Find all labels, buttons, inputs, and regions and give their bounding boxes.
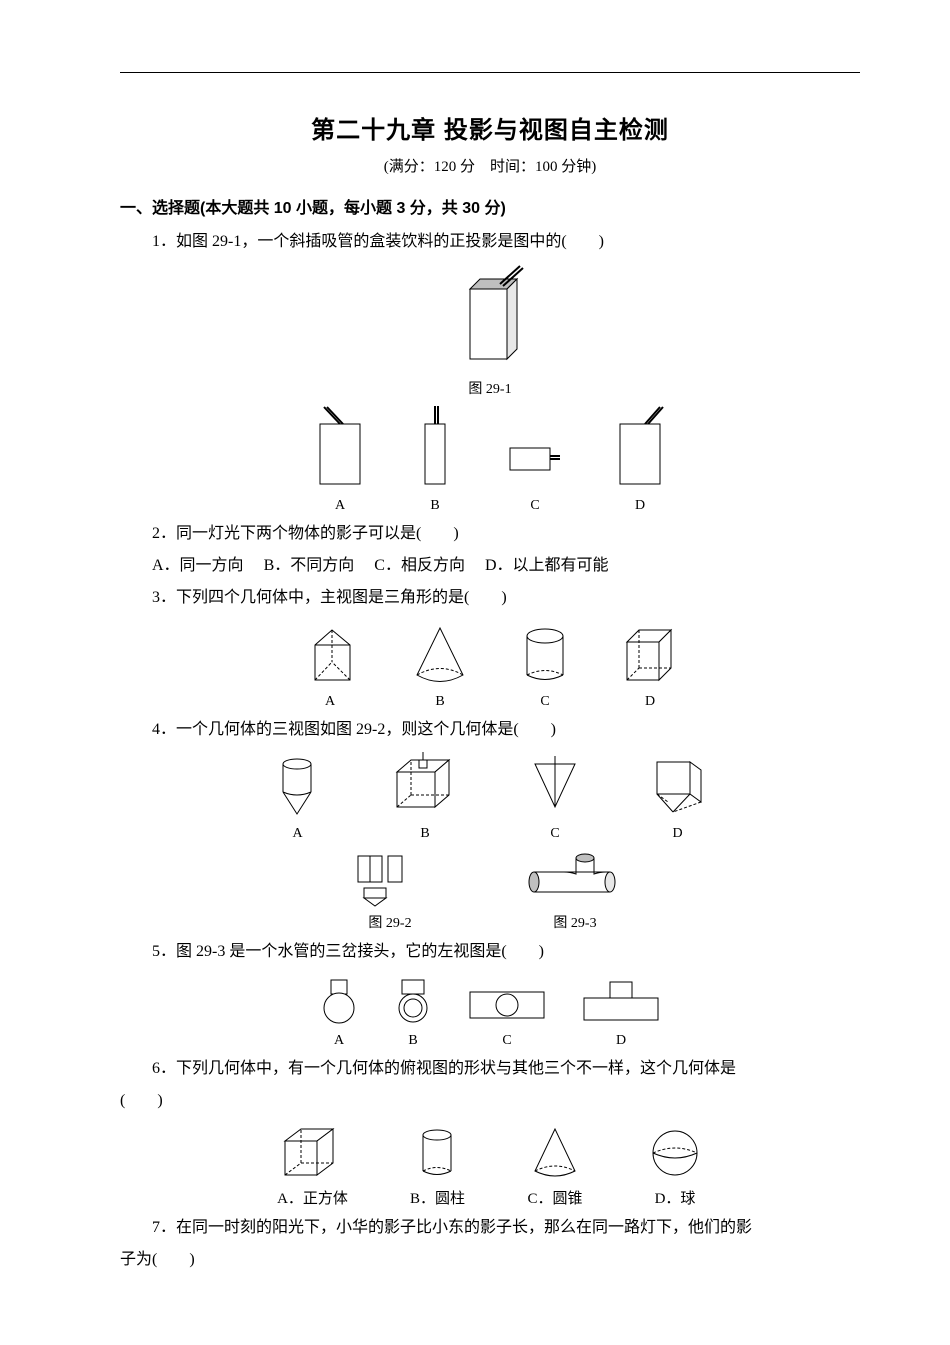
question-7-line1: 7．在同一时刻的阳光下，小华的影子比小东的影子长，那么在同一路灯下，他们的影 — [120, 1212, 860, 1244]
q3-options-row: A B C — [120, 620, 860, 710]
q4-opt-d-label: D — [672, 826, 682, 842]
q6-cone-icon — [525, 1123, 585, 1183]
q2-opt-b: B．不同方向 — [264, 557, 355, 574]
q6-cube-icon — [275, 1123, 350, 1183]
q1-caption: 图 29-1 — [468, 378, 511, 398]
q4-options-row: A B C — [120, 752, 860, 842]
question-4: 4．一个几何体的三视图如图 29-2，则这个几何体是( ) — [120, 714, 860, 746]
q2-opt-d: D．以上都有可能 — [485, 557, 609, 574]
q6-opt-a-label: A．正方体 — [277, 1187, 348, 1208]
q5-opt-c-icon — [462, 974, 552, 1029]
q4-opt-a-label: A — [292, 826, 302, 842]
q1-opt-b-label: B — [430, 498, 439, 514]
q5-opt-a-label: A — [334, 1033, 344, 1049]
q4-opt-b-label: B — [420, 826, 429, 842]
q4-opt-b-icon — [385, 752, 465, 822]
q5-opt-d-label: D — [616, 1033, 626, 1049]
q3-cylinder-icon — [515, 620, 575, 690]
q4-opt-c-labelustr: C — [550, 826, 559, 842]
q4-reference-figs: 图 29-2 图 29-3 — [120, 848, 860, 932]
q5-opt-b-label: B — [408, 1033, 417, 1049]
q6-cylinder-icon — [412, 1123, 462, 1183]
q6-opt-c-label: C．圆锥 — [527, 1187, 582, 1208]
q1-opt-c-label: C — [530, 498, 539, 514]
q4-opt-d-icon — [645, 752, 710, 822]
q1-opt-a-icon — [310, 404, 370, 494]
q5-opt-c-label: C — [502, 1033, 511, 1049]
q2-options: A．同一方向 B．不同方向 C．相反方向 D．以上都有可能 — [120, 550, 860, 582]
q2-opt-c: C．相反方向 — [374, 557, 465, 574]
q6-opt-d-label: D．球 — [655, 1187, 696, 1208]
fig-29-2-caption: 图 29-2 — [368, 912, 411, 932]
exam-meta: (满分：120 分 时间：100 分钟) — [120, 155, 860, 176]
q1-opt-c-icon — [500, 404, 570, 494]
q1-opt-a-label: A — [335, 498, 345, 514]
question-6: 6．下列几何体中，有一个几何体的俯视图的形状与其他三个不一样，这个几何体是 — [120, 1053, 860, 1085]
fig-29-3-caption: 图 29-3 — [553, 912, 596, 932]
q6-options-row: A．正方体 B．圆柱 C．圆锥 D．球 — [120, 1123, 860, 1208]
chapter-title: 第二十九章 投影与视图自主检测 — [120, 110, 860, 145]
q3-opt-b-label: B — [435, 694, 444, 710]
top-rule — [120, 72, 860, 73]
section-1-heading: 一、选择题(本大题共 10 小题，每小题 3 分，共 30 分) — [120, 194, 860, 218]
q6-opt-b-label: B．圆柱 — [410, 1187, 465, 1208]
question-7-line2: 子为( ) — [120, 1244, 860, 1276]
q5-opt-b-icon — [388, 974, 438, 1029]
q5-opt-a-icon — [314, 974, 364, 1029]
q3-prism-icon — [295, 620, 365, 690]
q1-opt-b-icon — [410, 404, 460, 494]
fig-29-2-icon — [350, 848, 430, 908]
q5-options-row: A B C D — [120, 974, 860, 1049]
question-5: 5．图 29-3 是一个水管的三岔接头，它的左视图是( ) — [120, 936, 860, 968]
page: 第二十九章 投影与视图自主检测 (满分：120 分 时间：100 分钟) 一、选… — [0, 0, 950, 1316]
question-3: 3．下列四个几何体中，主视图是三角形的是( ) — [120, 582, 860, 614]
q1-opt-d-icon — [610, 404, 670, 494]
q1-options-row: A B C D — [120, 404, 860, 514]
question-1: 1．如图 29-1，一个斜插吸管的盒装饮料的正投影是图中的( ) — [120, 226, 860, 258]
drink-box-icon — [445, 264, 535, 374]
fig-29-3-icon — [520, 848, 630, 908]
q3-cone-icon — [405, 620, 475, 690]
q4-opt-c-icon — [525, 752, 585, 822]
q2-opt-a: A．同一方向 — [152, 557, 244, 574]
q3-cuboid-icon — [615, 620, 685, 690]
q4-opt-a-icon — [270, 752, 325, 822]
question-2: 2．同一灯光下两个物体的影子可以是( ) — [120, 518, 860, 550]
q6-sphere-icon — [645, 1123, 705, 1183]
q5-opt-d-icon — [576, 974, 666, 1029]
q1-main-figure: 图 29-1 — [120, 264, 860, 398]
q1-opt-d-label: D — [635, 498, 645, 514]
question-6-blank: ( ) — [120, 1085, 860, 1117]
q3-opt-a-label: A — [325, 694, 335, 710]
q3-opt-d-label: D — [645, 694, 655, 710]
q3-opt-c-label: C — [540, 694, 549, 710]
